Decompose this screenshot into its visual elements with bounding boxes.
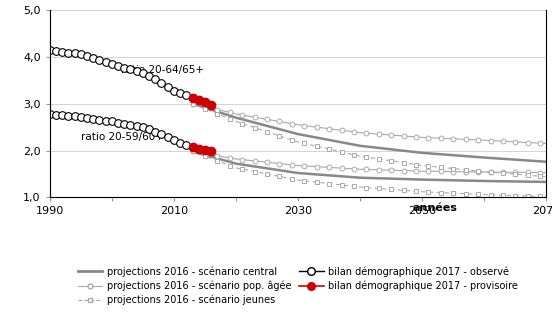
Text: ratio 20-64/65+: ratio 20-64/65+ <box>121 65 204 75</box>
Legend: projections 2016 - scénario central, projections 2016 - scénario pop. âgée, proj: projections 2016 - scénario central, pro… <box>74 262 522 309</box>
Text: ratio 20-59/60+: ratio 20-59/60+ <box>81 132 163 142</box>
Text: années: années <box>412 204 457 214</box>
